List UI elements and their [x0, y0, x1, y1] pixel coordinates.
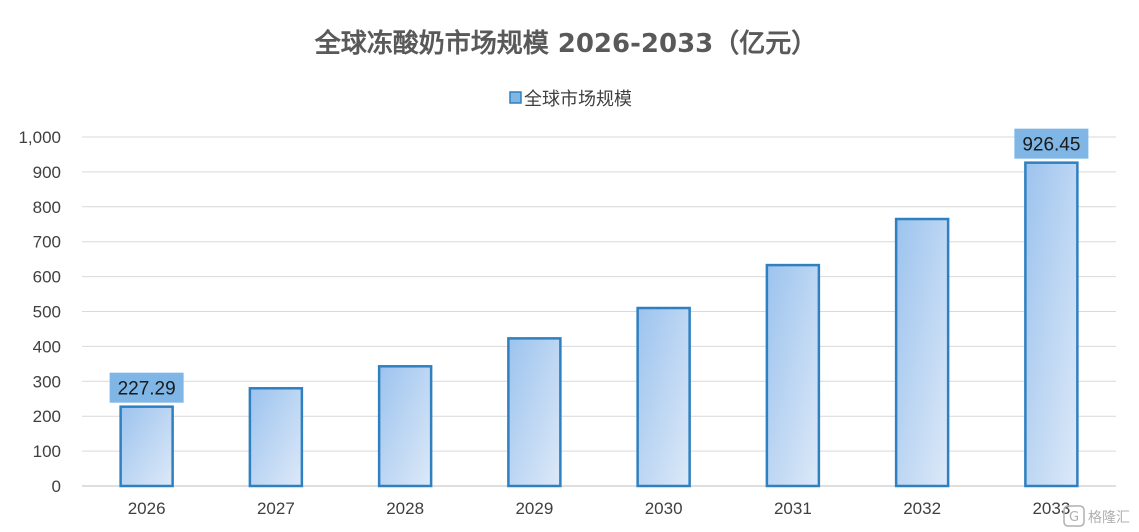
bar-2027: [248, 387, 304, 488]
y-tick-label: 500: [33, 303, 61, 322]
y-tick-label: 700: [33, 233, 61, 252]
y-tick-label: 1,000: [18, 128, 61, 147]
data-label-text: 227.29: [118, 379, 176, 400]
data-label-2033: 926.45: [1014, 128, 1089, 159]
x-tick-label: 2033: [1032, 499, 1070, 518]
y-tick-label: 800: [33, 198, 61, 217]
x-tick-label: 2028: [386, 499, 424, 518]
data-label-2026: 227.29: [109, 372, 184, 403]
y-tick-label: 300: [33, 372, 61, 391]
bar-2033: [1024, 161, 1079, 488]
watermark-text: 格隆汇: [1088, 510, 1130, 526]
bars: [119, 161, 1079, 488]
x-tick-label: 2027: [257, 499, 295, 518]
bar-2032: [894, 217, 950, 488]
watermark: G 格隆汇: [1063, 505, 1130, 527]
svg-text:G: G: [1069, 510, 1079, 525]
x-tick-label: 2031: [774, 499, 812, 518]
y-tick-label: 200: [33, 407, 61, 426]
data-label-box: [1014, 128, 1089, 159]
y-axis-tick-labels: 0 100 200 300 400 500 600 700 800 900 1,000: [18, 128, 61, 496]
legend-swatch: [509, 91, 522, 104]
chart-title: 全球冻酸奶市场规模 2026-2033（亿元）: [314, 28, 818, 59]
y-tick-label: 900: [33, 163, 61, 182]
data-labels: 227.29 926.45: [109, 128, 1089, 403]
x-tick-label: 2029: [515, 499, 553, 518]
bar-2029: [507, 337, 562, 488]
x-tick-label: 2030: [645, 499, 683, 518]
y-tick-label: 400: [33, 337, 61, 356]
bar-2030: [636, 306, 691, 488]
data-label-box: [109, 372, 184, 403]
gridlines: [82, 136, 1116, 487]
bar-2031: [765, 263, 821, 488]
x-axis-tick-labels: 2026 2027 2028 2029 2030 2031 2032 2033: [128, 499, 1071, 518]
bar-2026: [119, 405, 174, 488]
y-tick-label: 600: [33, 268, 61, 287]
legend-label: 全球市场规模: [524, 89, 632, 110]
y-tick-label: 0: [52, 477, 61, 496]
bar-2028: [377, 365, 433, 488]
y-tick-label: 100: [33, 442, 61, 461]
x-tick-label: 2026: [128, 499, 166, 518]
x-tick-label: 2032: [903, 499, 941, 518]
legend: 全球市场规模: [509, 89, 632, 110]
gelonghui-logo-icon: G: [1063, 505, 1085, 527]
data-label-text: 926.45: [1022, 135, 1080, 156]
